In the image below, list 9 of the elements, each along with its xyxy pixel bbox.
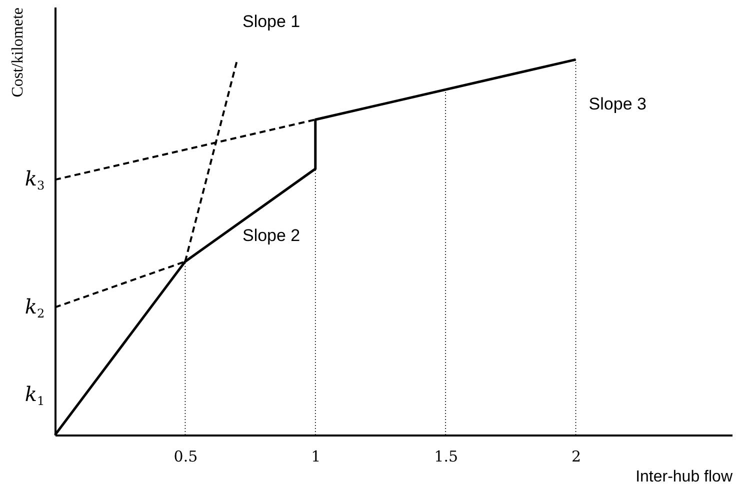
- x-axis-title: Inter-hub flow: [636, 468, 733, 486]
- x-tick-label: 1: [311, 448, 321, 466]
- x-tick-label: 2: [571, 448, 582, 466]
- annotation: Slope 3: [588, 94, 646, 114]
- y-axis-title: Cost/kilomete: [10, 8, 26, 98]
- x-tick-label: 0.5: [174, 448, 198, 466]
- x-tick-label: 1.5: [434, 448, 458, 466]
- annotation: Slope 2: [242, 226, 300, 246]
- text: Slope 1: [242, 12, 300, 32]
